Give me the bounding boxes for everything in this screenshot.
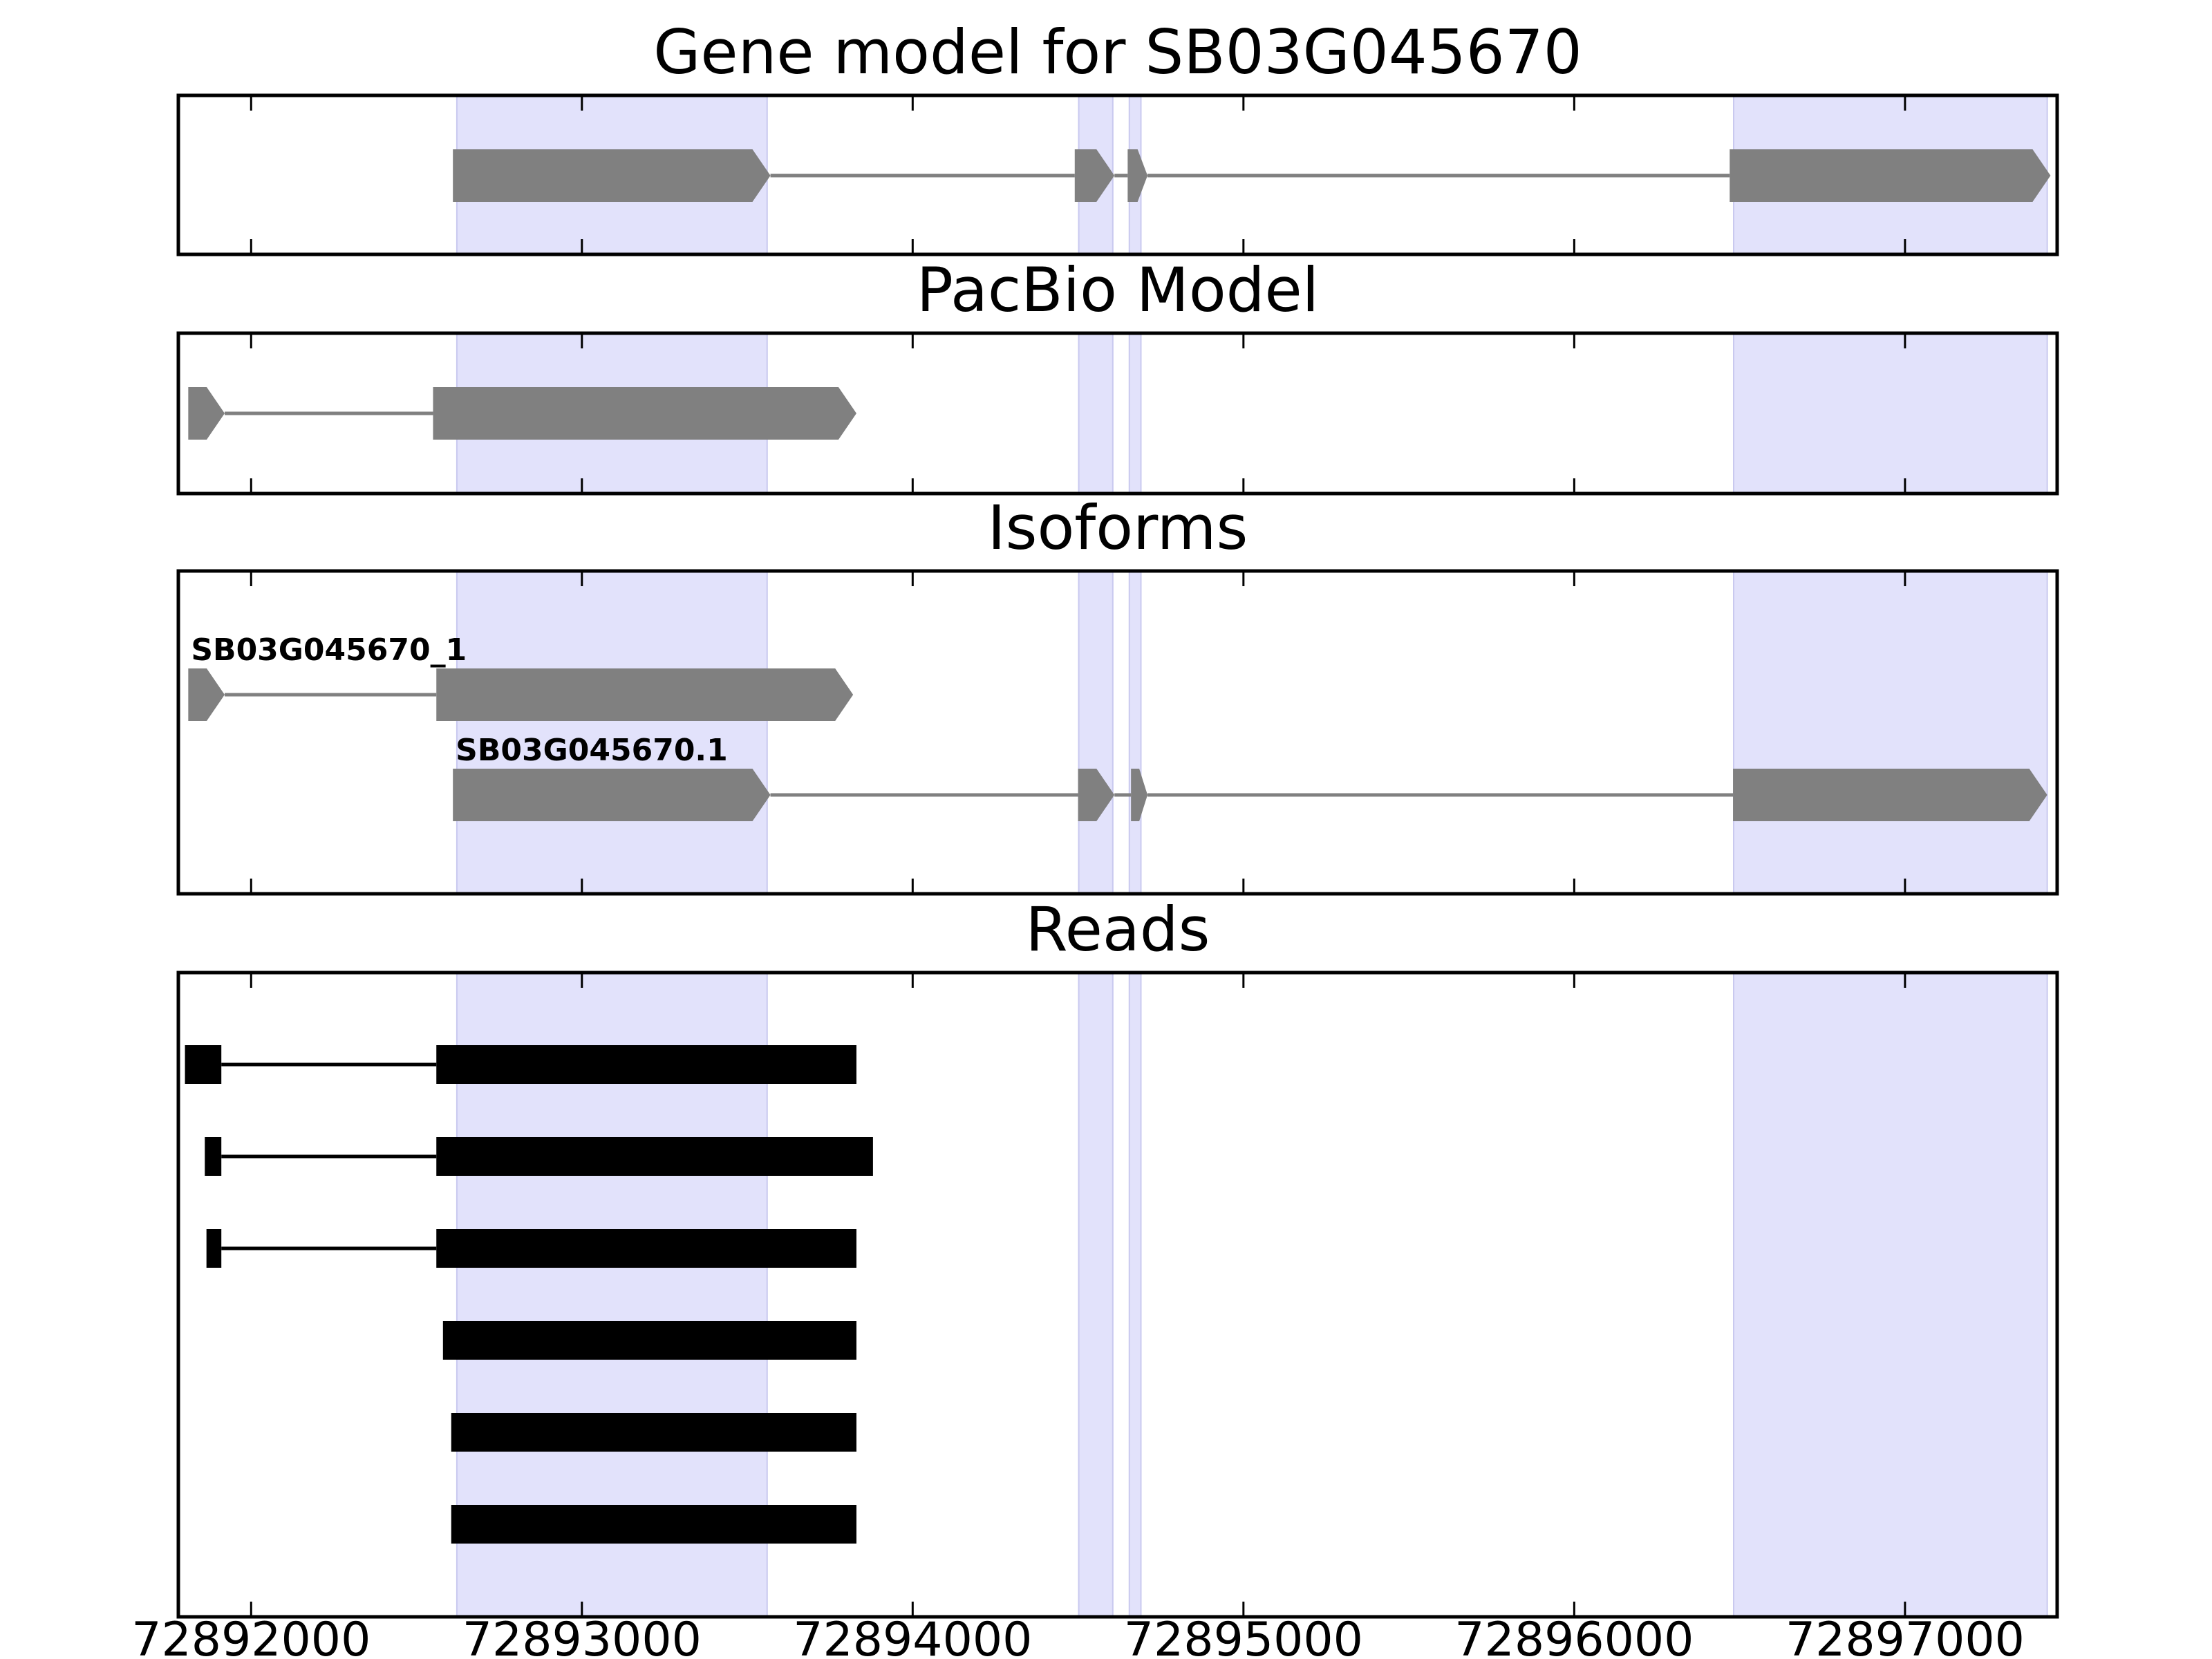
panel-title-gene-model: Gene model for SB03G045670 <box>653 17 1582 88</box>
x-axis-labels: 72892000 72893000 72894000 72895000 7289… <box>131 1613 2025 1659</box>
panel-title-pacbio-model: PacBio Model <box>917 254 1319 326</box>
read-block <box>205 1137 222 1176</box>
highlight-region <box>1733 570 2048 894</box>
panel-frame <box>176 93 2059 256</box>
highlight-region <box>1128 332 1142 494</box>
x-tick-label: 72892000 <box>131 1613 371 1659</box>
exon-block <box>1730 149 2051 202</box>
exon-block <box>1733 769 2047 821</box>
highlight-region <box>1128 972 1142 1618</box>
panel-frame <box>176 331 2059 496</box>
highlight-layer <box>456 95 2048 1618</box>
highlight-region <box>1128 570 1142 894</box>
exon-block <box>1074 149 1115 202</box>
read-block <box>436 1045 856 1084</box>
highlight-region <box>1078 972 1114 1618</box>
x-tick-label: 72893000 <box>462 1613 702 1659</box>
highlight-region <box>456 570 768 894</box>
highlight-region <box>1733 972 2048 1618</box>
exon-block <box>453 769 771 821</box>
highlight-region <box>1078 570 1114 894</box>
tick-layer <box>250 95 1906 1617</box>
read-block <box>451 1505 856 1544</box>
x-tick-label: 72897000 <box>1785 1613 2025 1659</box>
track-layer: SB03G045670_1 SB03G045670.1 <box>185 149 2051 1544</box>
exon-block <box>433 387 856 440</box>
read-block <box>185 1045 222 1084</box>
panel-frame <box>176 569 2059 896</box>
exon-block <box>188 387 225 440</box>
read-block <box>436 1137 873 1176</box>
exon-block <box>453 149 771 202</box>
x-tick-label: 72894000 <box>793 1613 1032 1659</box>
read-block <box>442 1321 856 1360</box>
panel-title-reads: Reads <box>1026 894 1210 965</box>
isoform-label: SB03G045670_1 <box>191 632 467 668</box>
exon-block <box>436 668 854 721</box>
panel-title-isoforms: Isoforms <box>988 492 1248 563</box>
read-block <box>206 1229 222 1268</box>
exon-block <box>1131 769 1148 821</box>
read-block <box>436 1229 856 1268</box>
read-block <box>451 1413 856 1452</box>
isoform-label: SB03G045670.1 <box>456 733 728 768</box>
highlight-region <box>1733 332 2048 494</box>
exon-block <box>188 668 225 721</box>
highlight-region <box>1078 332 1114 494</box>
x-tick-label: 72895000 <box>1124 1613 1363 1659</box>
panel-frame <box>176 971 2059 1619</box>
exon-block <box>1127 149 1148 202</box>
exon-block <box>1078 769 1115 821</box>
frame-layer <box>176 93 2059 1619</box>
x-tick-label: 72896000 <box>1454 1613 1694 1659</box>
